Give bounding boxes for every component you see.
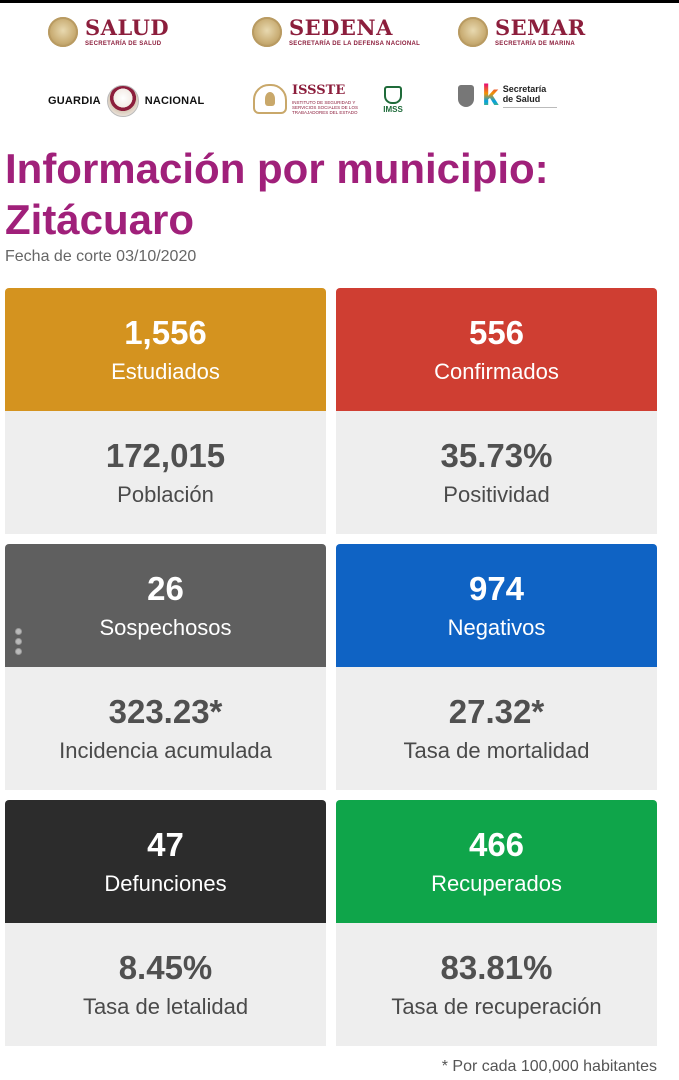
salud-logo-subtitle: SECRETARÍA DE SALUD [85, 41, 162, 47]
card-bottom-panel: 35.73% Positividad [336, 411, 657, 534]
card-bottom-label: Población [117, 481, 214, 507]
issste-logo-subtitle: INSTITUTO DE SEGURIDAD Y SERVICIOS SOCIA… [292, 100, 358, 115]
card-top-label: Defunciones [104, 870, 227, 896]
card-bottom-panel: 27.32* Tasa de mortalidad [336, 667, 657, 790]
k-logo-icon: k [482, 79, 499, 112]
card-estudiados: 1,556 Estudiados 172,015 Población [5, 288, 326, 534]
guardia-badge-icon [106, 85, 139, 117]
card-sospechosos: 26 Sospechosos 323.23* Incidencia acumul… [5, 544, 326, 790]
menu-dot [15, 648, 22, 655]
card-top-value: 466 [468, 825, 525, 863]
card-bottom-label: Positividad [443, 481, 550, 507]
page-title: Información por municipio: Zitácuaro [5, 145, 549, 243]
card-confirmados: 556 Confirmados 35.73% Positividad [336, 288, 657, 534]
sedena-logo: SEDENA SECRETARÍA DE LA DEFENSA NACIONAL [252, 17, 420, 47]
card-bottom-value: 83.81% [440, 948, 553, 986]
guardia-nacional-logo: GUARDIA NACIONAL [48, 85, 204, 117]
secretaria-label: Secretaría [502, 84, 547, 94]
card-bottom-panel: 8.45% Tasa de letalidad [5, 923, 326, 1046]
issste-logo: ISSSTE INSTITUTO DE SEGURIDAD Y SERVICIO… [253, 83, 364, 115]
logo-underline [502, 107, 557, 108]
card-defunciones: 47 Defunciones 8.45% Tasa de letalidad [5, 800, 326, 1046]
card-top-panel: 47 Defunciones [5, 800, 326, 923]
card-top-label: Recuperados [431, 870, 562, 896]
card-top-label: Negativos [447, 614, 546, 640]
imss-eagle-icon [384, 86, 402, 104]
card-top-label: Sospechosos [99, 614, 232, 640]
card-recuperados: 466 Recuperados 83.81% Tasa de recuperac… [336, 800, 657, 1046]
semar-logo-name: SEMAR [495, 15, 586, 40]
michoacan-shield-icon [458, 85, 474, 107]
card-bottom-label: Tasa de mortalidad [403, 737, 590, 763]
de-salud-label: de Salud [502, 94, 541, 104]
sedena-logo-subtitle: SECRETARÍA DE LA DEFENSA NACIONAL [289, 41, 421, 47]
card-top-label: Estudiados [111, 358, 220, 384]
menu-dot [15, 628, 22, 635]
semar-logo-subtitle: SECRETARÍA DE MARINA [495, 41, 576, 47]
card-bottom-panel: 172,015 Población [5, 411, 326, 534]
footnote: * Por cada 100,000 habitantes [441, 1058, 657, 1075]
card-bottom-panel: 323.23* Incidencia acumulada [5, 667, 326, 790]
card-bottom-value: 35.73% [440, 436, 553, 474]
secretaria-salud-michoacan-logo: k Secretaría de Salud [458, 79, 557, 112]
salud-logo-name: SALUD [85, 15, 170, 40]
card-top-label: Confirmados [434, 358, 559, 384]
card-bottom-value: 8.45% [118, 948, 213, 986]
card-bottom-label: Incidencia acumulada [59, 737, 272, 763]
salud-logo: SALUD SECRETARÍA DE SALUD [48, 17, 169, 47]
menu-dot [15, 638, 22, 645]
card-top-panel: 26 Sospechosos [5, 544, 326, 667]
card-bottom-label: Tasa de letalidad [82, 993, 249, 1019]
card-bottom-label: Tasa de recuperación [391, 993, 602, 1019]
card-top-value: 26 [147, 569, 184, 607]
card-top-panel: 974 Negativos [336, 544, 657, 667]
card-bottom-value: 27.32* [448, 692, 545, 730]
card-top-value: 556 [468, 313, 525, 351]
cutoff-date: Fecha de corte 03/10/2020 [5, 248, 197, 265]
sedena-logo-name: SEDENA [289, 15, 393, 40]
eagle-seal-icon [252, 17, 282, 47]
nacional-label: NACIONAL [144, 95, 205, 107]
card-top-value: 1,556 [124, 313, 207, 351]
card-bottom-value: 172,015 [105, 436, 226, 474]
card-top-panel: 466 Recuperados [336, 800, 657, 923]
card-top-panel: 1,556 Estudiados [5, 288, 326, 411]
semar-logo: SEMAR SECRETARÍA DE MARINA [458, 17, 586, 47]
eagle-seal-icon [48, 17, 78, 47]
card-negativos: 974 Negativos 27.32* Tasa de mortalidad [336, 544, 657, 790]
issste-logo-name: ISSSTE [292, 83, 346, 98]
card-top-value: 974 [468, 569, 525, 607]
imss-logo: IMSS [382, 86, 404, 114]
card-top-panel: 556 Confirmados [336, 288, 657, 411]
card-bottom-value: 323.23* [108, 692, 223, 730]
eagle-seal-icon [458, 17, 488, 47]
more-options-icon[interactable] [15, 628, 25, 658]
top-border [0, 0, 679, 3]
card-bottom-panel: 83.81% Tasa de recuperación [336, 923, 657, 1046]
issste-hands-icon [253, 84, 287, 114]
imss-logo-name: IMSS [383, 105, 403, 114]
card-top-value: 47 [147, 825, 184, 863]
guardia-label: GUARDIA [48, 95, 101, 107]
